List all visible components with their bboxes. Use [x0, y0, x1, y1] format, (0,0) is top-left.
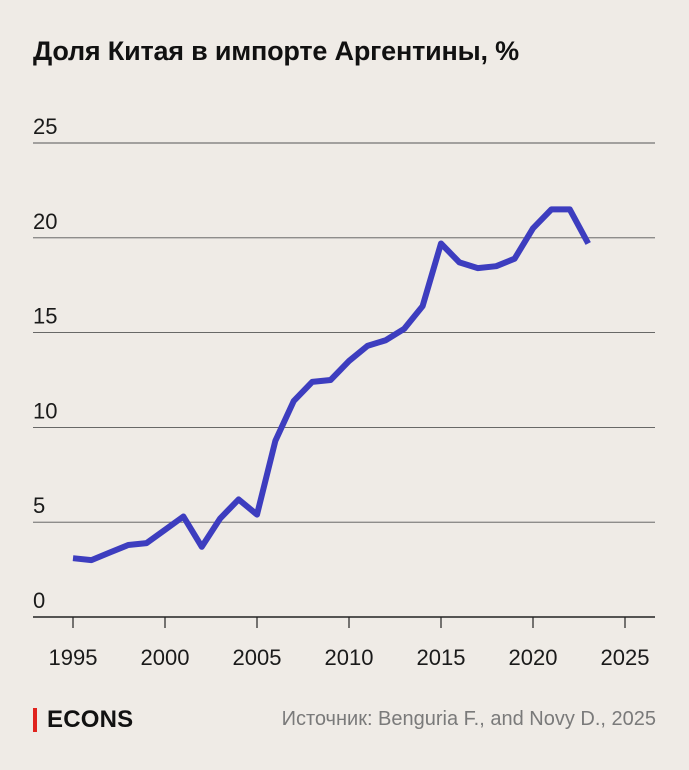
x-tick-label: 1995 — [49, 645, 98, 670]
x-tick-label: 2015 — [417, 645, 466, 670]
x-tick-labels: 1995 2000 2005 2010 2015 2020 2025 — [49, 617, 650, 670]
y-tick-label: 10 — [33, 398, 57, 423]
chart-title: Доля Китая в импорте Аргентины, % — [33, 36, 519, 66]
y-tick-labels: 0 5 10 15 20 25 — [33, 114, 57, 613]
x-tick-label: 2005 — [233, 645, 282, 670]
x-tick-label: 2010 — [325, 645, 374, 670]
y-tick-label: 15 — [33, 304, 57, 329]
y-tick-label: 25 — [33, 114, 57, 139]
x-tick-label: 2025 — [601, 645, 650, 670]
y-tick-label: 5 — [33, 493, 45, 518]
x-tick-label: 2000 — [141, 645, 190, 670]
logo-text: ECONS — [47, 706, 134, 733]
econs-logo: ECONS — [33, 706, 133, 734]
x-tick-label: 2020 — [509, 645, 558, 670]
grid-lines — [33, 142, 655, 618]
source-note: Источник: Benguria F., and Novy D., 2025 — [281, 708, 656, 730]
logo-accent-bar — [33, 708, 37, 732]
series-line-0 — [72, 206, 591, 564]
y-tick-label: 20 — [33, 209, 57, 234]
series-layer — [72, 206, 591, 564]
y-tick-label: 0 — [33, 588, 45, 613]
